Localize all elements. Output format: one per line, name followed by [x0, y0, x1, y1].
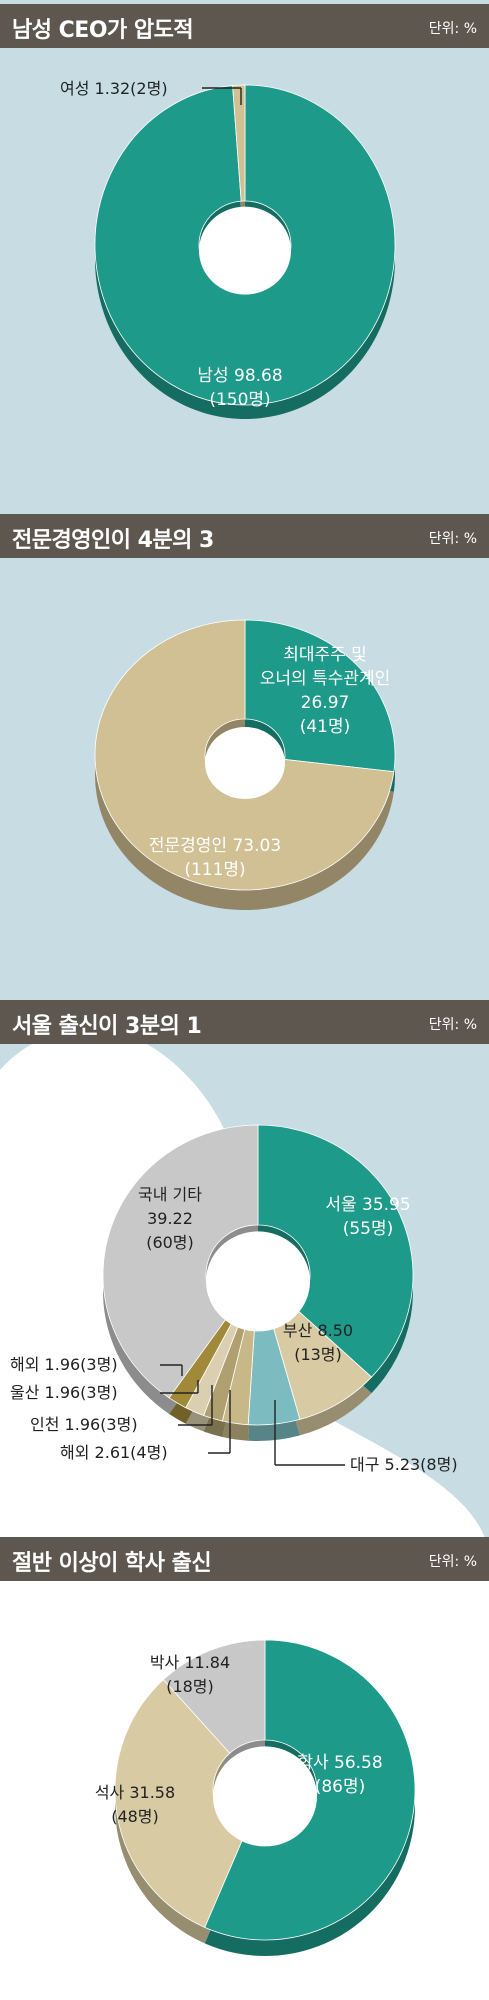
- slice-owner: [244, 619, 396, 773]
- slice-bachelor: [204, 1639, 416, 1941]
- gender-donut-chart: 여성 1.32(2명) 남성 98.68 (150명): [60, 79, 396, 420]
- doctorate-count: (18명): [166, 1677, 214, 1696]
- male-count: (150명): [209, 390, 270, 410]
- panel-4-title: 절반 이상이 학사 출신: [12, 1551, 212, 1576]
- panel-2-header: 전문경영인이 4분의 3 단위: %: [0, 514, 489, 558]
- slice-female: [232, 84, 246, 202]
- panel-1-title: 남성 CEO가 압도적: [12, 18, 194, 43]
- master-count: (48명): [111, 1807, 159, 1826]
- female-label: 여성 1.32(2명): [60, 79, 168, 98]
- incheon-label: 인천 1.96(3명): [30, 1415, 138, 1434]
- panel-1-header: 남성 CEO가 압도적 단위: %: [0, 4, 489, 48]
- owner-value: 26.97: [301, 693, 350, 713]
- donut-hole: [206, 1231, 310, 1332]
- birthplace-donut-chart: 서울 35.95 (55명) 국내 기타 39.22 (60명) 부산 8.50…: [10, 1124, 458, 1474]
- overseas-2-label: 해외 2.61(4명): [60, 1443, 168, 1462]
- education-donut-chart: 학사 56.58 (86명) 석사 31.58 (48명) 박사 11.84 (…: [95, 1639, 416, 1956]
- panel-3-title: 서울 출신이 3분의 1: [12, 1014, 202, 1039]
- panel-4-header: 절반 이상이 학사 출신 단위: %: [0, 1537, 489, 1581]
- panel-3-header: 서울 출신이 3분의 1 단위: %: [0, 1000, 489, 1044]
- daegu-label: 대구 5.23(8명): [350, 1455, 458, 1474]
- panel-2-unit: 단위: %: [428, 531, 477, 547]
- donut-hole: [205, 727, 285, 799]
- doctorate-label: 박사 11.84: [150, 1653, 230, 1672]
- domestic-other-count: (60명): [146, 1233, 194, 1252]
- slice-seoul: [257, 1124, 414, 1378]
- busan-label: 부산 8.50: [283, 1321, 353, 1340]
- owner-label-line2: 오너의 특수관계인: [260, 669, 391, 689]
- male-label: 남성 98.68: [197, 366, 282, 386]
- panel-2-title: 전문경영인이 4분의 3: [12, 528, 214, 553]
- bachelor-count: (86명): [315, 1777, 366, 1797]
- busan-count: (13명): [294, 1345, 342, 1364]
- master-label: 석사 31.58: [95, 1783, 175, 1802]
- professional-count: (111명): [184, 860, 245, 880]
- seoul-count: (55명): [343, 1219, 394, 1239]
- slice-doctorate: [162, 1639, 266, 1754]
- panel-3-unit: 단위: %: [428, 1017, 477, 1033]
- ulsan-label: 울산 1.96(3명): [10, 1383, 118, 1402]
- donut-hole: [213, 1746, 317, 1847]
- owner-count: (41명): [300, 717, 351, 737]
- seoul-label: 서울 35.95: [325, 1195, 410, 1215]
- panel-1-unit: 단위: %: [428, 21, 477, 37]
- executive-type-donut-chart: 최대주주 및 오너의 특수관계인 26.97 (41명) 전문경영인 73.03…: [94, 619, 396, 910]
- donut-hole: [199, 206, 291, 295]
- slice-domestic-other: [102, 1124, 259, 1399]
- overseas-1-label: 해외 1.96(3명): [10, 1355, 118, 1374]
- bachelor-label: 학사 56.58: [297, 1753, 382, 1773]
- professional-label: 전문경영인 73.03: [149, 836, 281, 856]
- domestic-other-value: 39.22: [147, 1209, 193, 1228]
- domestic-other-label: 국내 기타: [138, 1185, 202, 1204]
- owner-label-line1: 최대주주 및: [283, 645, 367, 665]
- panel-4-unit: 단위: %: [428, 1554, 477, 1570]
